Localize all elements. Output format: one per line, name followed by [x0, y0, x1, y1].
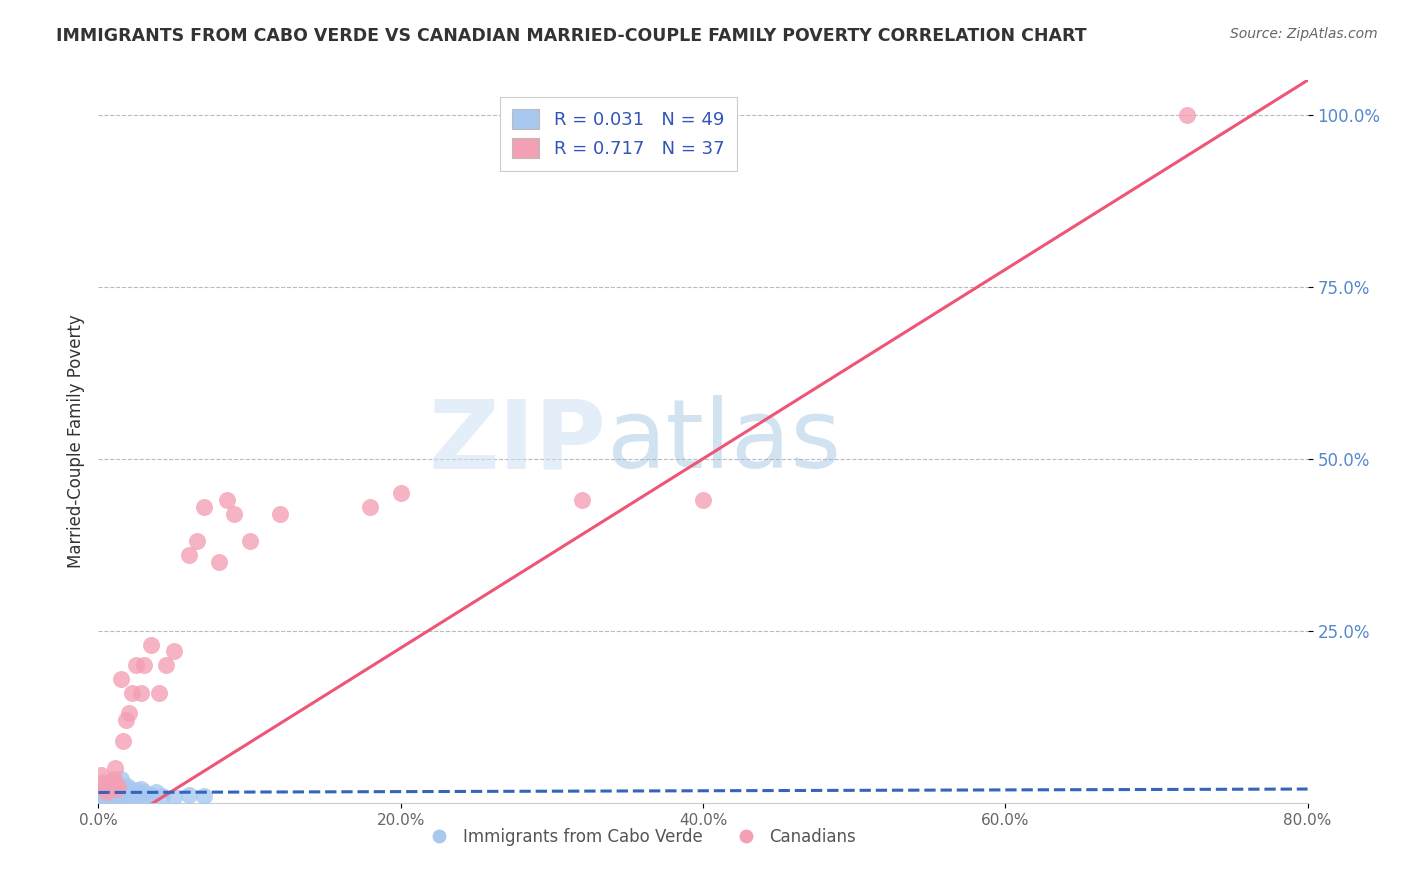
Point — [135, 789, 157, 803]
Point — [128, 788, 150, 802]
Point — [93, 783, 115, 797]
Text: ZIP: ZIP — [429, 395, 606, 488]
Point — [101, 779, 124, 793]
Point — [104, 761, 127, 775]
Point — [124, 789, 146, 803]
Point — [179, 548, 201, 562]
Legend: Immigrants from Cabo Verde, Canadians: Immigrants from Cabo Verde, Canadians — [423, 821, 862, 852]
Point — [132, 785, 155, 799]
Point — [155, 658, 177, 673]
Point — [141, 788, 163, 802]
Point — [179, 788, 201, 802]
Y-axis label: Married-Couple Family Poverty: Married-Couple Family Poverty — [66, 315, 84, 568]
Point — [94, 782, 117, 797]
Point — [692, 493, 714, 508]
Point — [105, 780, 128, 795]
Point — [101, 783, 124, 797]
Point — [110, 785, 132, 799]
Point — [91, 785, 114, 799]
Point — [148, 686, 170, 700]
Point — [150, 789, 173, 803]
Point — [107, 783, 129, 797]
Point — [114, 713, 136, 727]
Point — [141, 638, 163, 652]
Point — [125, 783, 148, 797]
Point — [163, 790, 186, 805]
Point — [112, 788, 135, 802]
Point — [94, 789, 117, 803]
Point — [224, 507, 246, 521]
Point — [132, 658, 155, 673]
Point — [105, 782, 128, 797]
Point — [89, 792, 111, 806]
Point — [125, 658, 148, 673]
Point — [104, 785, 127, 799]
Point — [90, 788, 112, 802]
Point — [103, 782, 125, 797]
Point — [239, 534, 262, 549]
Point — [571, 493, 593, 508]
Point — [118, 782, 141, 797]
Point — [103, 775, 125, 789]
Text: IMMIGRANTS FROM CABO VERDE VS CANADIAN MARRIED-COUPLE FAMILY POVERTY CORRELATION: IMMIGRANTS FROM CABO VERDE VS CANADIAN M… — [56, 27, 1087, 45]
Point — [193, 789, 215, 803]
Point — [98, 782, 121, 797]
Point — [145, 785, 167, 799]
Point — [105, 788, 128, 802]
Point — [121, 686, 143, 700]
Point — [96, 779, 118, 793]
Point — [90, 790, 112, 805]
Point — [163, 644, 186, 658]
Point — [96, 785, 118, 799]
Point — [101, 790, 124, 805]
Point — [108, 779, 131, 793]
Point — [110, 672, 132, 686]
Point — [93, 790, 115, 805]
Point — [389, 486, 412, 500]
Point — [269, 507, 291, 521]
Point — [208, 555, 231, 569]
Point — [111, 734, 134, 748]
Point — [1175, 108, 1198, 122]
Point — [129, 782, 152, 797]
Point — [118, 789, 141, 803]
Point — [98, 789, 121, 803]
Point — [100, 785, 122, 799]
Point — [110, 772, 132, 786]
Point — [103, 772, 125, 786]
Point — [193, 500, 215, 514]
Point — [94, 779, 117, 793]
Point — [121, 785, 143, 799]
Point — [186, 534, 208, 549]
Text: atlas: atlas — [606, 395, 841, 488]
Point — [118, 706, 141, 721]
Text: Source: ZipAtlas.com: Source: ZipAtlas.com — [1230, 27, 1378, 41]
Point — [103, 789, 125, 803]
Point — [96, 788, 118, 802]
Point — [107, 779, 129, 793]
Point — [360, 500, 382, 514]
Point — [94, 785, 117, 799]
Point — [100, 775, 122, 789]
Point — [215, 493, 238, 508]
Point — [100, 775, 122, 789]
Point — [98, 782, 121, 797]
Point — [114, 783, 136, 797]
Point — [91, 789, 114, 803]
Point — [93, 782, 115, 797]
Point — [115, 779, 138, 793]
Point — [108, 789, 131, 803]
Point — [91, 775, 114, 789]
Point — [104, 779, 127, 793]
Point — [129, 686, 152, 700]
Point — [90, 768, 112, 782]
Point — [111, 782, 134, 797]
